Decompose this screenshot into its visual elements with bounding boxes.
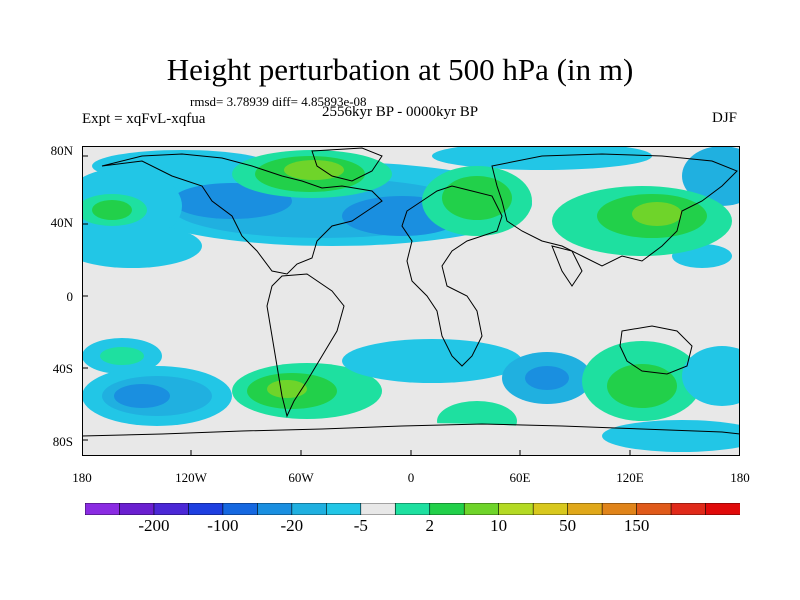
colorbar-label: -100 bbox=[207, 516, 239, 535]
coast-india bbox=[551, 245, 583, 287]
contour-pos-south-pacific-small bbox=[100, 347, 144, 365]
colorbar-swatch bbox=[85, 503, 121, 515]
map-panel bbox=[82, 146, 740, 456]
contour-neg-siberia bbox=[432, 146, 652, 170]
colorbar-swatch bbox=[119, 503, 155, 515]
y-tick-label: 0 bbox=[66, 289, 74, 304]
experiment-label: Expt = xqFvL-xqfua bbox=[82, 111, 206, 127]
y-tick-label: 40N bbox=[50, 215, 73, 230]
plot-title: Height perturbation at 500 hPa (in m) bbox=[166, 52, 634, 87]
x-tick-label: 120W bbox=[175, 470, 207, 485]
contour-pos-australia bbox=[607, 364, 677, 408]
x-tick-label: 60E bbox=[509, 470, 531, 485]
contour-pos-europe bbox=[442, 176, 512, 220]
x-tick-label: 60W bbox=[288, 470, 314, 485]
contour-neg-pacific-low bbox=[82, 224, 202, 268]
colorbar-swatch bbox=[601, 503, 638, 515]
colorbar-swatch bbox=[222, 503, 258, 515]
period-label: 2556kyr BP - 0000kyr BP bbox=[322, 104, 479, 120]
axis-tick-marks bbox=[82, 155, 631, 456]
contour-neg-south-indian bbox=[525, 366, 569, 390]
colorbar-label: 2 bbox=[425, 516, 434, 535]
x-tick-label: 0 bbox=[407, 470, 415, 485]
colorbar-swatch bbox=[567, 503, 603, 515]
colorbar-swatch bbox=[291, 503, 327, 515]
colorbar-swatch bbox=[498, 503, 534, 515]
colorbar-label: 10 bbox=[490, 516, 508, 535]
contour-neg-far-east bbox=[682, 146, 740, 206]
contour-field bbox=[82, 146, 740, 456]
contour-neg-antarctic-east bbox=[602, 420, 740, 452]
colorbar-swatch bbox=[463, 503, 500, 515]
contour-neutral-antarctic bbox=[212, 423, 612, 456]
colorbar-swatch bbox=[188, 503, 224, 515]
y-tick-label: 40S bbox=[52, 361, 73, 376]
colorbar-label: -200 bbox=[138, 516, 170, 535]
colorbar-swatch bbox=[257, 503, 293, 515]
colorbar-swatch bbox=[670, 503, 707, 515]
x-tick-label: 180 bbox=[730, 470, 750, 485]
coastlines bbox=[82, 147, 740, 437]
colorbar-swatch bbox=[532, 503, 569, 515]
coast-antarctica bbox=[82, 423, 740, 437]
stats-subtitle: rmsd= 3.78939 diff= 4.85893e-08 bbox=[190, 94, 367, 109]
contour-pos-japan bbox=[632, 202, 682, 226]
contour-neg-south-atlantic bbox=[342, 339, 522, 383]
colorbar-label: 150 bbox=[623, 516, 650, 535]
colorbar-swatch bbox=[394, 503, 431, 515]
contour-pos-greenland-core bbox=[284, 160, 344, 180]
coast-north-america bbox=[101, 153, 383, 275]
y-tick-label: 80N bbox=[50, 143, 73, 158]
colorbar bbox=[85, 503, 740, 515]
colorbar-swatch bbox=[636, 503, 672, 515]
coast-greenland bbox=[311, 147, 383, 182]
coast-asia bbox=[491, 153, 738, 267]
y-tick-label: 80S bbox=[52, 434, 73, 449]
colorbar-label: 50 bbox=[559, 516, 577, 535]
contour-pos-south-america-core bbox=[267, 380, 307, 398]
coast-south-america bbox=[266, 273, 345, 418]
contour-neg-south-pacific-core bbox=[114, 384, 170, 408]
colorbar-swatch bbox=[705, 503, 740, 515]
colorbar-swatch bbox=[326, 503, 362, 515]
colorbar-label: -5 bbox=[353, 516, 368, 535]
colorbar-swatch bbox=[153, 503, 190, 515]
contour-neg-new-zealand bbox=[682, 346, 740, 406]
x-tick-label: 180 bbox=[72, 470, 92, 485]
colorbar-swatch bbox=[360, 503, 396, 515]
colorbar-label: -20 bbox=[280, 516, 304, 535]
contour-pos-pacific-west bbox=[92, 200, 132, 220]
coast-europe-africa bbox=[401, 185, 503, 367]
season-label: DJF bbox=[712, 110, 738, 126]
contour-neg-arctic bbox=[92, 150, 272, 182]
x-tick-label: 120E bbox=[616, 470, 644, 485]
colorbar-swatch bbox=[429, 503, 465, 515]
coast-australia bbox=[619, 325, 693, 375]
